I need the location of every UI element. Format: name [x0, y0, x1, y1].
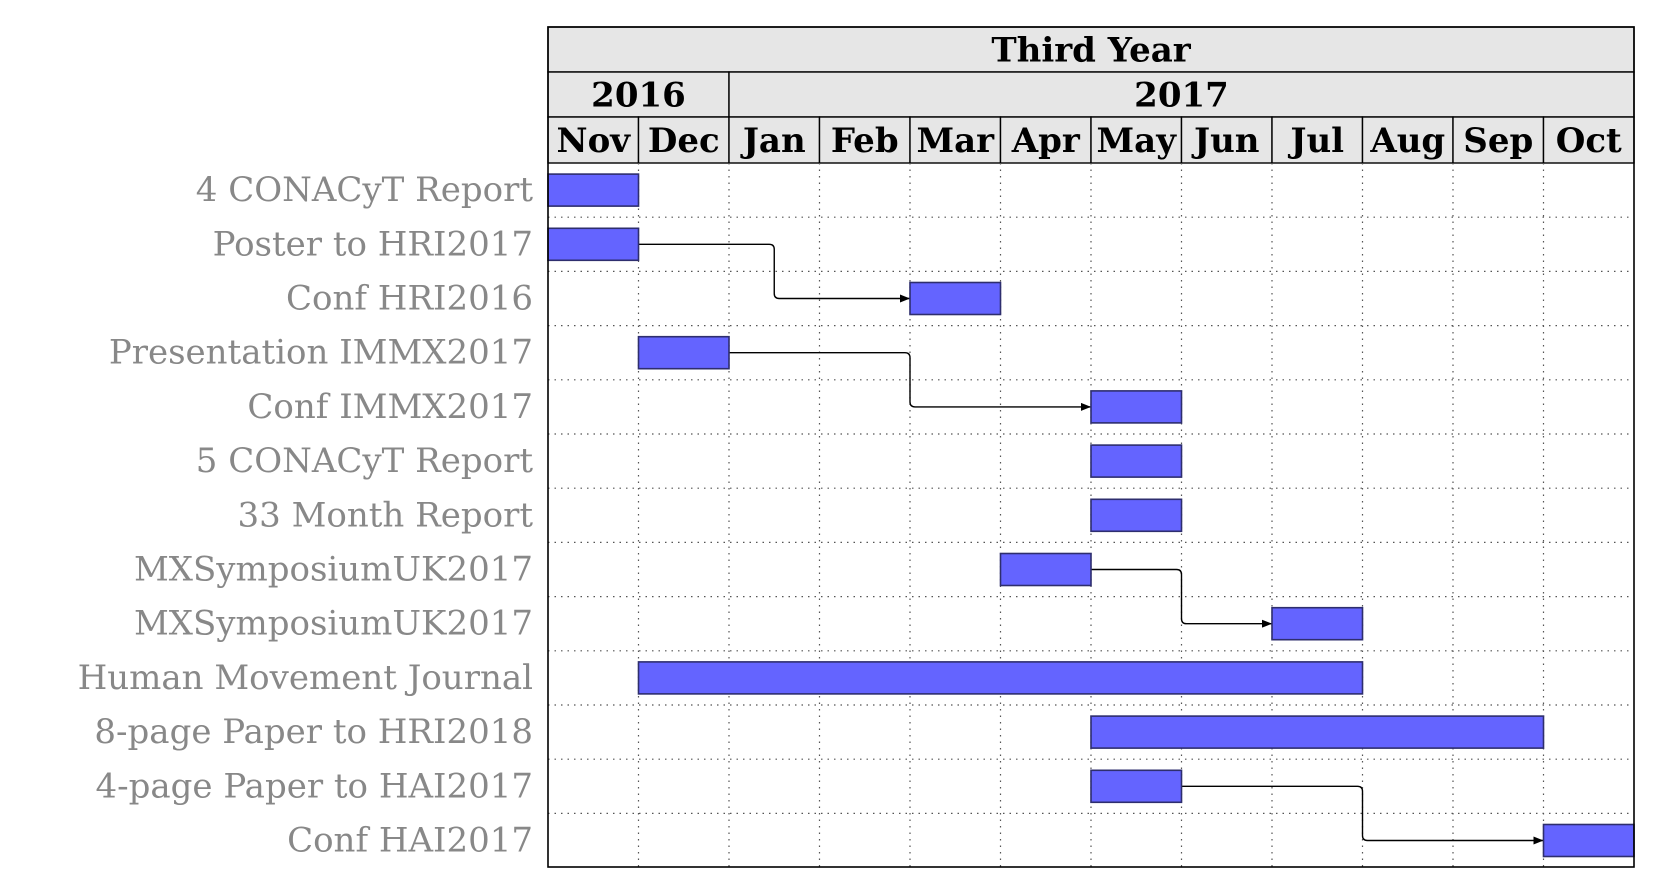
month-cell: [1090, 116, 1183, 164]
task-bar: [1090, 498, 1183, 533]
task-bar: [1090, 444, 1183, 478]
year-label: 2017: [1134, 76, 1229, 116]
month-label: Oct: [1556, 121, 1622, 161]
chart-frame: [547, 26, 1635, 868]
month-cell: [637, 116, 730, 164]
dependency-arrow: [1181, 785, 1544, 845]
task-bar: [1090, 715, 1545, 749]
task-label: Human Movement Journal: [78, 658, 533, 698]
month-cell: [1361, 116, 1454, 164]
dependency-arrow: [638, 243, 910, 303]
task-label: MXSymposiumUK2017: [134, 604, 533, 644]
year-label: 2016: [591, 76, 686, 116]
dependency-links-layer: [638, 243, 1544, 845]
month-cell: [1271, 116, 1364, 164]
task-label: Conf IMMX2017: [247, 387, 533, 427]
month-label: Mar: [916, 121, 995, 161]
task-bars-layer: [547, 173, 1635, 858]
task-bar: [637, 661, 1364, 695]
month-label: Nov: [556, 121, 631, 161]
header-layer: Third Year 2016 2017 Nov Dec Jan Feb Mar Apr May J…: [547, 26, 1635, 164]
month-label: Sep: [1463, 121, 1533, 161]
month-label: Dec: [648, 121, 720, 161]
task-bar: [1542, 823, 1635, 858]
month-cell: [909, 116, 1002, 164]
grid-layer: [548, 163, 1634, 867]
month-cell: [1452, 116, 1545, 164]
task-bar: [1271, 606, 1364, 641]
task-bar: [637, 335, 730, 370]
task-label: Conf HRI2016: [286, 279, 533, 319]
task-label: 33 Month Report: [238, 495, 534, 535]
task-label: Conf HAI2017: [287, 821, 533, 861]
month-label: Feb: [831, 121, 899, 161]
month-cell: [818, 116, 911, 164]
task-bar: [999, 552, 1092, 587]
month-label: Apr: [1011, 121, 1081, 161]
title-cell: [547, 26, 1635, 73]
task-bar: [909, 281, 1002, 316]
task-labels-layer: 4 CONACyT Report Poster to HRI2017 Conf HR…: [78, 170, 534, 860]
task-bar: [1090, 769, 1183, 804]
task-label: 5 CONACyT Report: [196, 441, 534, 481]
task-label: 8-page Paper to HRI2018: [94, 712, 533, 752]
month-cell: [728, 116, 821, 164]
task-bar: [547, 173, 640, 207]
task-label: 4-page Paper to HAI2017: [95, 766, 533, 806]
year-cell: [547, 71, 730, 118]
task-label: MXSymposiumUK2017: [134, 550, 533, 590]
task-label: 4 CONACyT Report: [196, 170, 534, 210]
task-bar: [547, 227, 640, 262]
task-bar: [1090, 390, 1183, 424]
month-label: Aug: [1369, 121, 1445, 161]
dependency-arrow: [729, 352, 1091, 411]
month-label: May: [1097, 121, 1178, 161]
year-cell: [728, 71, 1635, 118]
month-cell: [999, 116, 1092, 164]
month-label: Jan: [740, 121, 806, 161]
dependency-arrow: [1091, 568, 1272, 628]
chart-title: Third Year: [991, 31, 1191, 71]
task-label: Poster to HRI2017: [213, 224, 533, 264]
month-label: Jul: [1287, 121, 1344, 161]
month-label: Jun: [1191, 121, 1260, 161]
task-label: Presentation IMMX2017: [109, 333, 533, 373]
